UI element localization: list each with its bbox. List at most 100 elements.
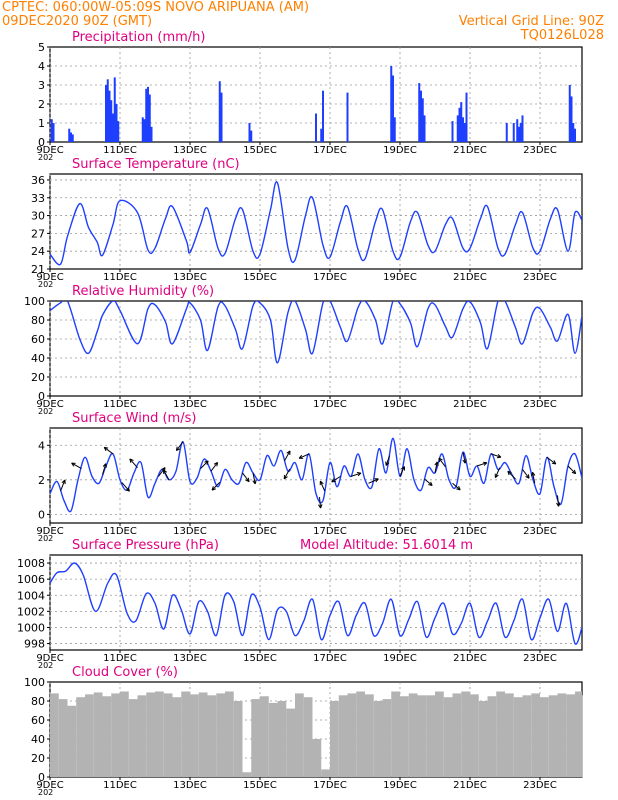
station-header: CPTEC: 060:00W-05:09S NOVO ARIPUANA (AM) bbox=[2, 0, 309, 15]
cloud-cover-bar bbox=[128, 699, 138, 777]
wind-arrow-head bbox=[245, 477, 250, 483]
wind-arrow-shaft bbox=[60, 479, 66, 492]
wind-ytick-label: 4 bbox=[38, 439, 45, 452]
humidity-xtick-label: 19DEC bbox=[383, 399, 417, 410]
wind-arrow-shaft bbox=[368, 478, 379, 484]
wind-arrow-head bbox=[496, 454, 502, 459]
precipitation-bar bbox=[516, 119, 519, 142]
wind-arrow-shaft bbox=[567, 465, 577, 475]
wind-arrow bbox=[462, 452, 467, 464]
precipitation-bar bbox=[248, 123, 251, 142]
precipitation-ytick-label: 2 bbox=[38, 98, 45, 111]
temperature-xtick-label: 9DEC bbox=[36, 272, 63, 283]
cloud-cover-bar bbox=[487, 696, 497, 777]
pressure-ytick-label: 998 bbox=[24, 638, 45, 651]
wind-arrow-head bbox=[401, 466, 406, 471]
temperature-xtick-label: 11DEC bbox=[103, 272, 137, 283]
wind-arrow bbox=[298, 453, 310, 459]
pressure-xtick-label: 11DEC bbox=[103, 653, 137, 664]
humidity-frame bbox=[49, 300, 583, 397]
wind-arrow-shaft bbox=[163, 469, 170, 481]
wind-arrow bbox=[546, 456, 557, 465]
cloud-cover-bar bbox=[531, 693, 540, 777]
pressure-xtick-label: 13DEC bbox=[173, 653, 207, 664]
cloud-cover-bar bbox=[50, 693, 59, 777]
wind-arrow bbox=[252, 472, 257, 485]
wind-arrow-shaft bbox=[507, 470, 516, 480]
cloud-cover-title: Cloud Cover (%) bbox=[72, 665, 178, 680]
cloud-cover-bar bbox=[435, 691, 444, 777]
cloud-cover-ytick-label: 100 bbox=[24, 676, 45, 689]
wind-arrow-shaft bbox=[103, 446, 114, 455]
wind-arrow bbox=[284, 450, 291, 462]
pressure-frame bbox=[49, 554, 583, 651]
cloud-cover-bar bbox=[181, 691, 190, 777]
wind-arrow bbox=[60, 479, 66, 492]
precipitation-bar bbox=[106, 79, 109, 142]
wind-arrow bbox=[242, 472, 250, 483]
cloud-cover-xtick-label: 17DEC bbox=[313, 780, 347, 791]
wind-arrow-shaft bbox=[557, 495, 560, 507]
panels: 0 1 2 3 4 5 9DEC 11DEC 13DEC 15DEC 17DEC 19DEC 21DEC… bbox=[17, 30, 583, 797]
cloud-cover-bar bbox=[190, 694, 199, 777]
wind-arrow-shaft bbox=[298, 453, 310, 459]
wind-arrow-shaft bbox=[438, 457, 446, 468]
cloud-cover-bar bbox=[382, 699, 392, 777]
cloud-cover-bar bbox=[426, 695, 435, 777]
cloud-cover-xtick-label: 13DEC bbox=[173, 780, 207, 791]
precipitation-bar bbox=[456, 115, 459, 142]
wind-arrow-head bbox=[283, 474, 288, 480]
precipitation-bar bbox=[458, 107, 461, 142]
precipitation-xtick-label: 13DEC bbox=[173, 145, 207, 156]
wind-arrow bbox=[121, 482, 130, 492]
wind-arrow bbox=[507, 470, 516, 480]
cloud-cover-bar bbox=[443, 697, 453, 777]
precipitation-bar bbox=[70, 132, 72, 142]
precipitation-title: Precipitation (mm/h) bbox=[72, 30, 205, 45]
wind-arrow-head bbox=[211, 486, 216, 491]
wind-arrow-head bbox=[61, 479, 66, 485]
wind-arrow-shaft bbox=[434, 461, 438, 474]
cloud-cover-bar bbox=[155, 691, 164, 777]
precipitation-bar bbox=[568, 85, 571, 142]
wind-arrow-head bbox=[438, 457, 443, 463]
cloud-cover-bar bbox=[557, 693, 567, 777]
pressure-xtick-label: 19DEC bbox=[383, 653, 417, 664]
wind-arrow-shaft bbox=[319, 480, 326, 492]
cloud-cover-bar bbox=[522, 695, 532, 777]
cloud-cover-bar bbox=[400, 696, 409, 777]
precipitation-bar bbox=[105, 85, 107, 142]
pressure-ytick-label: 1002 bbox=[17, 605, 45, 618]
precipitation-xtick-label: 23DEC bbox=[523, 145, 557, 156]
precipitation-xtick-label: 21DEC bbox=[453, 145, 487, 156]
pressure-xtick-label: 15DEC bbox=[243, 653, 277, 664]
humidity-ytick-label: 40 bbox=[31, 352, 45, 365]
cloud-cover-xtick-label: 21DEC bbox=[453, 780, 487, 791]
wind-panel: 0 2 4 9DEC 11DEC 13DEC 15DEC 17DEC 19DEC 21DEC 23D… bbox=[36, 411, 583, 543]
pressure-xtick-label: 23DEC bbox=[523, 653, 557, 664]
cloud-cover-bar bbox=[268, 702, 278, 777]
wind-arrow-head bbox=[102, 463, 107, 468]
cloud-cover-bar bbox=[146, 692, 155, 777]
wind-arrow-shaft bbox=[385, 455, 390, 466]
wind-arrow-head bbox=[252, 479, 257, 485]
precipitation-bar bbox=[148, 94, 151, 142]
cloud-cover-bar bbox=[365, 694, 374, 777]
temperature-xtick-label: 13DEC bbox=[173, 272, 207, 283]
wind-arrow bbox=[102, 463, 107, 475]
wind-arrow bbox=[319, 480, 326, 492]
temperature-series-line bbox=[50, 181, 582, 266]
wind-xtick-label: 15DEC bbox=[243, 526, 277, 537]
wind-arrow bbox=[438, 457, 446, 468]
wind-arrow bbox=[434, 461, 439, 474]
precipitation-bar bbox=[250, 130, 253, 142]
grid-note: Vertical Grid Line: 90Z bbox=[459, 14, 604, 29]
wind-arrow-head bbox=[374, 478, 379, 483]
cloud-cover-bar bbox=[321, 769, 330, 777]
precipitation-bar bbox=[218, 81, 221, 142]
wind-arrow-head bbox=[571, 469, 577, 475]
wind-arrow-head bbox=[318, 504, 323, 509]
wind-arrow-head bbox=[428, 481, 433, 487]
wind-arrow-shaft bbox=[210, 462, 219, 472]
wind-arrow bbox=[175, 441, 184, 452]
